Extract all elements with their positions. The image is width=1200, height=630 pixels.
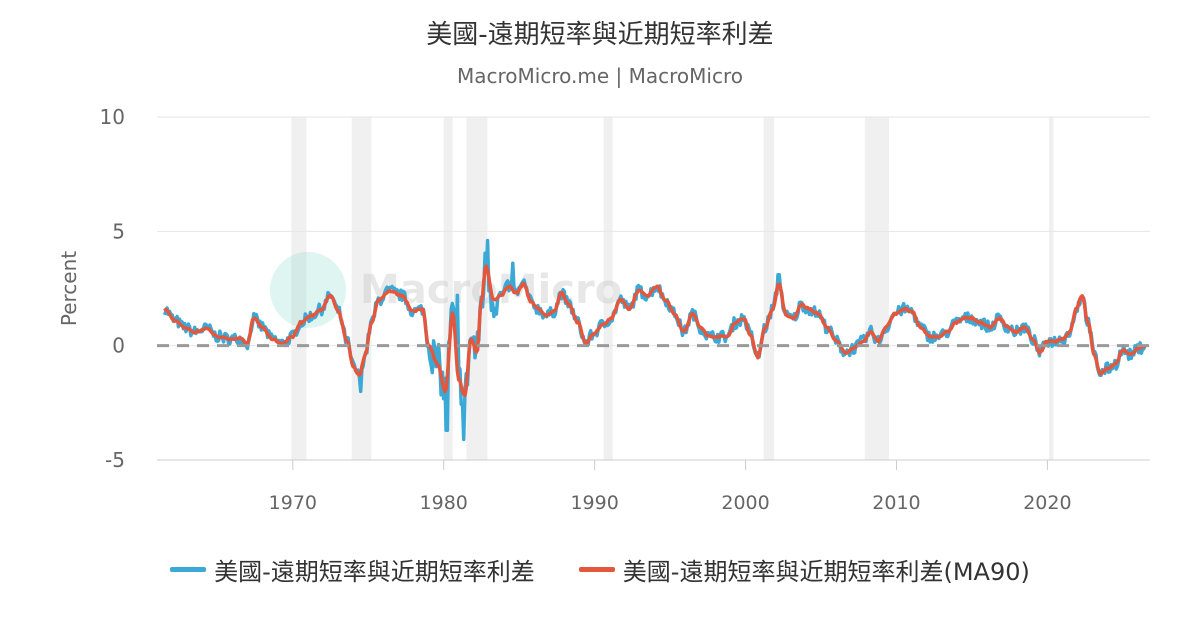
y-tick-label: 0 xyxy=(112,334,125,358)
x-tick-label: 1980 xyxy=(420,492,468,514)
y-tick-label: -5 xyxy=(105,448,125,472)
x-tick-label: 1970 xyxy=(269,492,317,514)
recession-band xyxy=(443,117,453,460)
series-line-ma90 xyxy=(163,264,1147,398)
recession-band xyxy=(466,117,488,460)
legend-label: 美國-遠期短率與近期短率利差 xyxy=(214,558,535,586)
y-tick-label: 10 xyxy=(100,105,125,129)
recession-band xyxy=(864,117,889,460)
y-tick-label: 5 xyxy=(112,219,125,243)
legend-label: 美國-遠期短率與近期短率利差(MA90) xyxy=(622,558,1030,586)
series-line-spread xyxy=(162,238,1147,442)
x-tick-label: 2000 xyxy=(721,492,769,514)
x-tick-label: 2020 xyxy=(1023,492,1071,514)
legend: 美國-遠期短率與近期短率利差 美國-遠期短率與近期短率利差(MA90) xyxy=(0,552,1200,587)
legend-swatch-red xyxy=(578,567,615,572)
x-tick-label: 2010 xyxy=(872,492,920,514)
chart-title: 美國-遠期短率與近期短率利差 xyxy=(426,20,774,50)
legend-item-ma90[interactable]: 美國-遠期短率與近期短率利差(MA90) xyxy=(578,552,1030,587)
chart-subtitle: MacroMicro.me | MacroMicro xyxy=(457,64,743,88)
y-axis-title: Percent xyxy=(57,251,81,326)
recession-band xyxy=(763,117,775,460)
x-tick-label: 1990 xyxy=(570,492,618,514)
watermark-logo xyxy=(270,252,346,328)
legend-item-series[interactable]: 美國-遠期短率與近期短率利差 xyxy=(170,552,535,587)
recession-band xyxy=(603,117,613,460)
recession-band xyxy=(291,117,307,460)
recession-band xyxy=(1048,117,1054,460)
legend-swatch-blue xyxy=(170,567,207,572)
